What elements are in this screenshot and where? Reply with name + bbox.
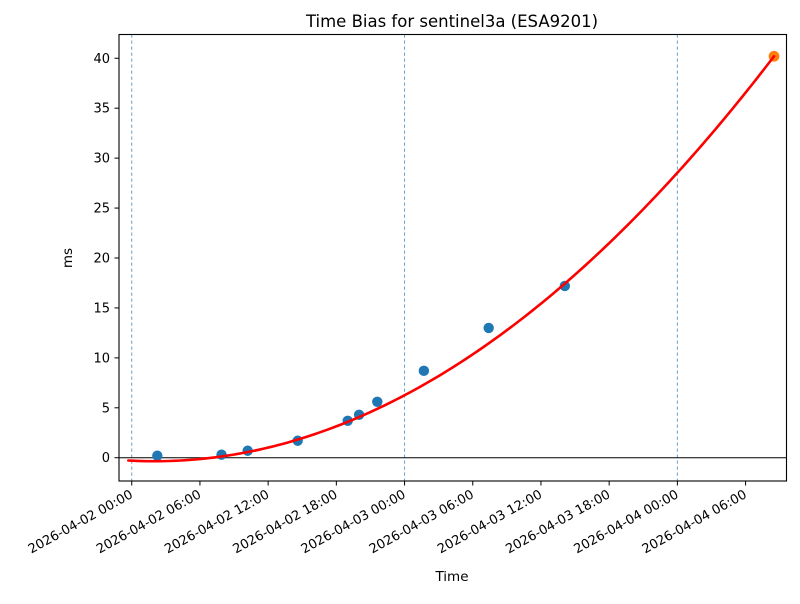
observed-bias-point [372, 396, 383, 408]
guide-lines-layer [119, 34, 787, 481]
observed-bias-point [152, 450, 163, 461]
x-axis-label: Time [434, 569, 468, 585]
observed-bias-point [483, 322, 494, 334]
y-tick-label: 5 [102, 401, 110, 416]
chart-title: Time Bias for sentinel3a (ESA9201) [305, 12, 598, 31]
axes-frame [118, 33, 788, 482]
data-layer [127, 50, 780, 463]
y-tick-label: 10 [93, 351, 110, 366]
y-tick-label: 35 [93, 102, 110, 117]
observed-bias-point [418, 365, 430, 377]
y-tick-label: 25 [93, 202, 110, 217]
observed-bias-point [559, 280, 571, 292]
y-tick-label: 0 [102, 451, 110, 466]
quadratic-fit-curve [127, 55, 776, 463]
y-tick-label: 30 [93, 152, 110, 167]
y-tick-label: 40 [93, 52, 110, 67]
y-axis-label: ms [60, 248, 76, 268]
y-tick-label: 15 [93, 301, 110, 316]
y-tick-label: 20 [93, 251, 110, 266]
